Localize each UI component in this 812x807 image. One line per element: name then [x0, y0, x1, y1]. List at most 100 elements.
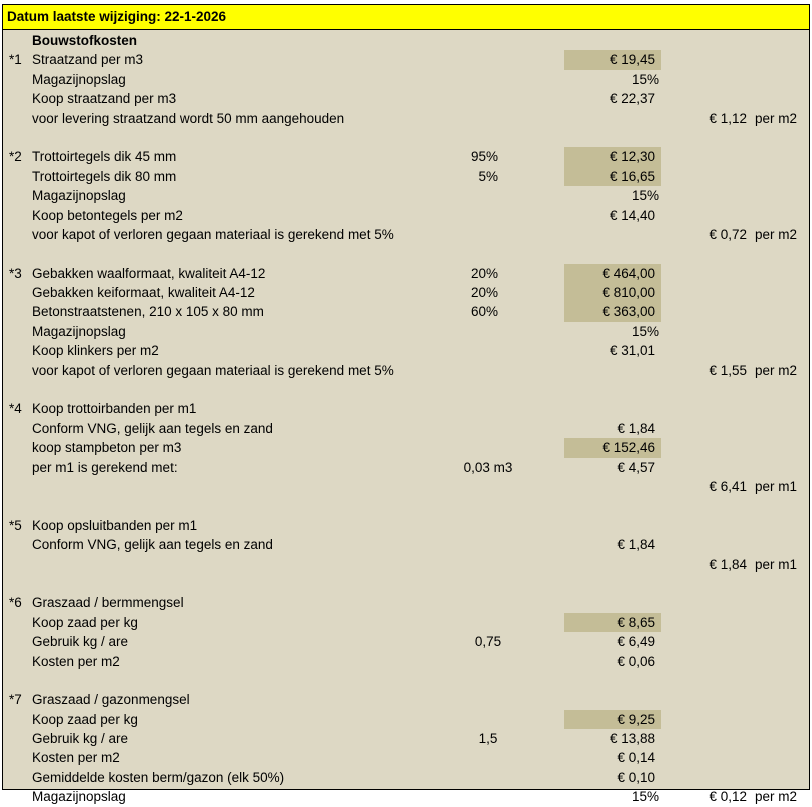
unit-cell[interactable]: per m2: [755, 226, 798, 242]
value-cell[interactable]: 15%: [631, 188, 659, 204]
quantity-cell[interactable]: 0,75: [474, 634, 502, 650]
label-cell[interactable]: Straatzand per m3: [32, 52, 144, 68]
item-number-cell[interactable]: *3: [9, 265, 22, 281]
sheet-row: per m1 is gerekend met: 0,03 m3 € 4,57: [3, 458, 809, 477]
sheet-row: Kosten per m2 € 0,06: [3, 652, 809, 671]
label-cell[interactable]: Koop klinkers per m2: [32, 343, 159, 359]
value-cell[interactable]: € 1,84: [617, 420, 655, 436]
cost-rows: Bouwstofkosten *1 Straatzand per m3 € 19,45…: [3, 31, 809, 807]
label-cell[interactable]: per m1 is gerekend met:: [32, 459, 178, 475]
label-cell[interactable]: Magazijnopslag: [32, 323, 126, 339]
item-number-cell[interactable]: *2: [9, 149, 22, 165]
sheet-row: [3, 244, 809, 263]
item-number-cell[interactable]: *6: [9, 595, 22, 611]
label-cell[interactable]: Gebruik kg / are: [32, 634, 129, 650]
label-cell[interactable]: Koop zaad per kg: [32, 711, 138, 727]
label-cell[interactable]: Kosten per m2: [32, 750, 120, 766]
label-cell[interactable]: Koop zaad per kg: [32, 614, 138, 630]
value-cell[interactable]: € 14,40: [609, 207, 655, 223]
sheet-row: € 1,84 per m1: [3, 555, 809, 574]
value-cell[interactable]: € 0,10: [617, 769, 655, 785]
label-cell[interactable]: Magazijnopslag: [32, 71, 126, 87]
value-cell[interactable]: € 1,84: [617, 537, 655, 553]
sheet-row: voor kapot of verloren gegaan materiaal …: [3, 225, 809, 244]
total-cell[interactable]: € 0,12: [709, 789, 747, 805]
item-number-cell[interactable]: *1: [9, 52, 22, 68]
sheet-row: voor kapot of verloren gegaan materiaal …: [3, 361, 809, 380]
total-cell[interactable]: € 0,72: [709, 226, 747, 242]
sheet-row: Bouwstofkosten: [3, 31, 809, 50]
label-cell[interactable]: Magazijnopslag: [32, 188, 126, 204]
value-cell[interactable]: € 22,37: [609, 91, 655, 107]
value-cell[interactable]: 15%: [631, 789, 659, 805]
sheet-row: Magazijnopslag 15% € 0,12 per m2: [3, 787, 809, 806]
label-cell[interactable]: koop stampbeton per m3: [32, 440, 182, 456]
label-cell[interactable]: Gemiddelde kosten berm/gazon (elk 50%): [32, 769, 285, 785]
value-cell[interactable]: 15%: [631, 71, 659, 87]
label-cell[interactable]: voor kapot of verloren gegaan materiaal …: [32, 362, 394, 378]
label-cell[interactable]: voor levering straatzand wordt 50 mm aan…: [32, 110, 345, 126]
quantity-cell[interactable]: 1,5: [478, 731, 498, 747]
label-cell[interactable]: Koop straatzand per m3: [32, 91, 177, 107]
value-cell[interactable]: € 4,57: [617, 459, 655, 475]
item-number-cell[interactable]: *5: [9, 517, 22, 533]
item-number-cell[interactable]: *7: [9, 692, 22, 708]
sheet-row: Gebruik kg / are 0,75 € 6,49: [3, 632, 809, 651]
unit-cell[interactable]: per m1: [755, 556, 798, 572]
unit-cell[interactable]: per m2: [755, 110, 798, 126]
label-cell[interactable]: Magazijnopslag: [32, 789, 126, 805]
total-cell[interactable]: € 1,55: [709, 362, 747, 378]
label-cell[interactable]: Koop opsluitbanden per m1: [32, 517, 198, 533]
quantity-cell[interactable]: 0,03 m3: [463, 459, 513, 475]
input-price-cell[interactable]: € 152,46: [564, 438, 661, 458]
sheet-row: koop stampbeton per m3 € 152,46: [3, 438, 809, 458]
quantity-cell[interactable]: 95%: [470, 149, 498, 165]
total-cell[interactable]: € 1,12: [709, 110, 747, 126]
label-cell[interactable]: Gebruik kg / are: [32, 731, 129, 747]
label-cell[interactable]: Gebakken waalformaat, kwaliteit A4-12: [32, 265, 266, 281]
quantity-cell[interactable]: 20%: [470, 265, 498, 281]
total-cell[interactable]: € 6,41: [709, 478, 747, 494]
unit-cell[interactable]: per m2: [755, 789, 798, 805]
value-cell[interactable]: € 0,14: [617, 750, 655, 766]
label-cell[interactable]: Koop trottoirbanden per m1: [32, 401, 197, 417]
input-price-cell[interactable]: € 12,30: [564, 147, 661, 167]
input-price-cell[interactable]: € 19,45: [564, 50, 661, 70]
last-modified-header[interactable]: Datum laatste wijziging: 22-1-2026: [3, 5, 809, 30]
input-price-cell[interactable]: € 363,00: [564, 302, 661, 322]
sheet-row: € 6,41 per m1: [3, 477, 809, 496]
sheet-row: *3 Gebakken waalformaat, kwaliteit A4-12 2…: [3, 263, 809, 284]
label-cell[interactable]: Conform VNG, gelijk aan tegels en zand: [32, 420, 273, 436]
total-cell[interactable]: € 1,84: [709, 556, 747, 572]
label-cell[interactable]: Koop betontegels per m2: [32, 207, 183, 223]
label-cell[interactable]: Betonstraatstenen, 210 x 105 x 80 mm: [32, 304, 264, 320]
label-cell[interactable]: Trottoirtegels dik 80 mm: [32, 168, 177, 184]
value-cell[interactable]: € 31,01: [609, 343, 655, 359]
unit-cell[interactable]: per m2: [755, 362, 798, 378]
label-cell[interactable]: Kosten per m2: [32, 653, 120, 669]
item-number-cell[interactable]: *4: [9, 401, 22, 417]
sheet-row: Koop zaad per kg € 9,25: [3, 709, 809, 730]
value-cell[interactable]: 15%: [631, 323, 659, 339]
input-price-cell[interactable]: € 8,65: [564, 612, 661, 633]
label-cell[interactable]: Trottoirtegels dik 45 mm: [32, 149, 177, 165]
label-cell[interactable]: Gebakken keiformaat, kwaliteit A4-12: [32, 285, 255, 301]
sheet-row: *4 Koop trottoirbanden per m1: [3, 399, 809, 418]
value-cell[interactable]: € 0,06: [617, 653, 655, 669]
input-price-cell[interactable]: € 9,25: [564, 709, 661, 730]
quantity-cell[interactable]: 60%: [470, 304, 498, 320]
unit-cell[interactable]: per m1: [755, 478, 798, 494]
quantity-cell[interactable]: 5%: [478, 168, 498, 184]
value-cell[interactable]: € 13,88: [609, 731, 655, 747]
label-cell[interactable]: Graszaad / gazonmengsel: [32, 692, 190, 708]
quantity-cell[interactable]: 20%: [470, 285, 498, 301]
input-price-cell[interactable]: € 16,65: [564, 166, 661, 187]
input-price-cell[interactable]: € 810,00: [564, 283, 661, 303]
section-title-cell[interactable]: Bouwstofkosten: [32, 33, 138, 48]
label-cell[interactable]: Conform VNG, gelijk aan tegels en zand: [32, 537, 273, 553]
input-price-cell[interactable]: € 464,00: [564, 263, 661, 284]
value-cell[interactable]: € 6,49: [617, 634, 655, 650]
label-cell[interactable]: voor kapot of verloren gegaan materiaal …: [32, 226, 394, 242]
sheet-row: Koop straatzand per m3 € 22,37: [3, 89, 809, 108]
label-cell[interactable]: Graszaad / bermmengsel: [32, 595, 184, 611]
